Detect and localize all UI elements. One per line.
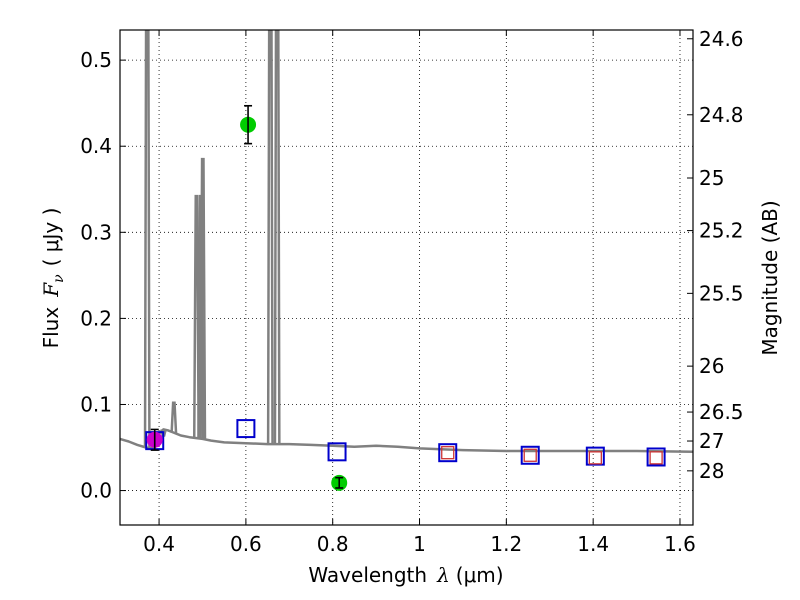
emission-line — [266, 30, 274, 445]
x-tick-label: 1.2 — [490, 532, 522, 556]
ticks: 0.4 0.6 0.8 1 1.2 1.4 1.6 0.0 0.1 0.2 0.3 0.4 0.5 24.… — [80, 27, 743, 556]
magnitude-tick-label: 26 — [699, 354, 724, 378]
magnitude-tick-label: 24.6 — [699, 27, 744, 51]
magnitude-axis-label: Magnitude (AB) — [758, 200, 782, 355]
y-tick-label: 0.2 — [80, 306, 112, 330]
data-layer — [120, 30, 693, 491]
x-tick-label: 0.4 — [143, 532, 175, 556]
observed-square — [649, 451, 663, 465]
magnitude-tick-label: 28 — [699, 459, 724, 483]
emission-line — [170, 401, 178, 433]
magnitude-tick-label: 25.2 — [699, 219, 744, 243]
model-square — [646, 447, 666, 467]
observed-square — [441, 446, 455, 460]
magnitude-tick-label: 25.5 — [699, 281, 744, 305]
y-tick-label: 0.3 — [80, 220, 112, 244]
emission-line — [192, 194, 200, 439]
emission-line — [273, 30, 281, 445]
x-axis-label: Wavelength λ (μm) — [308, 563, 503, 587]
model-square — [585, 446, 605, 466]
x-tick-label: 1.6 — [664, 532, 696, 556]
plot-area — [120, 30, 693, 525]
y-axis-label: FluxFν( μJy ) — [39, 208, 67, 349]
magnitude-tick-label: 26.5 — [699, 400, 744, 424]
magnitude-tick-label: 24.8 — [699, 103, 744, 127]
emission-line — [143, 30, 151, 448]
observed-square — [523, 448, 537, 462]
observed-square — [588, 451, 602, 465]
y-tick-label: 0.0 — [80, 479, 112, 503]
model-square — [327, 442, 347, 462]
model-square — [236, 419, 256, 439]
x-tick-label: 0.8 — [317, 532, 349, 556]
y-tick-label: 0.5 — [80, 48, 112, 72]
y-tick-label: 0.1 — [80, 392, 112, 416]
x-tick-label: 0.6 — [230, 532, 262, 556]
model-square — [438, 443, 458, 463]
x-tick-label: 1.4 — [577, 532, 609, 556]
x-tick-label: 1 — [413, 532, 426, 556]
magnitude-tick-label: 27 — [699, 429, 724, 453]
magnitude-tick-label: 25 — [699, 166, 724, 190]
model-square — [520, 445, 540, 465]
plot-frame — [119, 29, 694, 526]
y-tick-label: 0.4 — [80, 134, 112, 158]
emission-line — [199, 157, 207, 439]
